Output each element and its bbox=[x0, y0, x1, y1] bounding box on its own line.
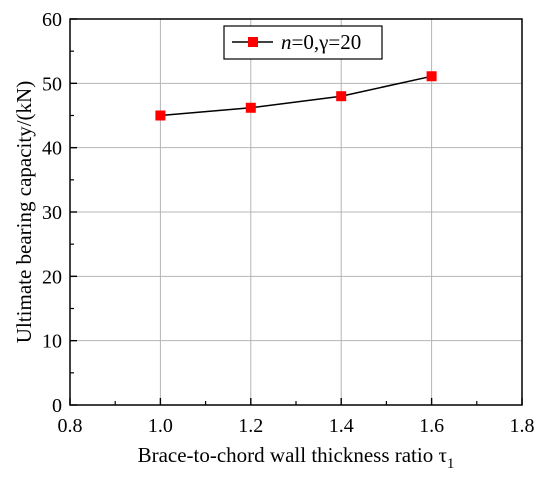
y-tick-label: 0 bbox=[52, 395, 62, 417]
x-tick-label: 1.0 bbox=[148, 415, 173, 437]
y-axis-label: Ultimate bearing capacity/(kN) bbox=[12, 81, 36, 343]
data-point-marker bbox=[245, 102, 256, 113]
legend-marker bbox=[248, 37, 258, 47]
y-tick-label: 40 bbox=[42, 138, 62, 160]
y-tick-label: 30 bbox=[42, 202, 62, 224]
x-axis-label-subscript: 1 bbox=[447, 456, 455, 472]
x-tick-label: 1.6 bbox=[419, 415, 444, 437]
legend: n=0,γ=20 bbox=[223, 25, 383, 60]
series-line bbox=[160, 75, 432, 117]
y-tick-label: 60 bbox=[42, 9, 62, 31]
x-tick-label: 0.8 bbox=[58, 415, 83, 437]
plot-frame bbox=[69, 18, 523, 406]
plot-area bbox=[69, 18, 523, 406]
y-tick-label: 20 bbox=[42, 266, 62, 288]
x-tick-labels: 0.8 1.0 1.2 1.4 1.6 1.8 bbox=[58, 415, 535, 437]
legend-entry-rest: =0,γ=20 bbox=[292, 30, 362, 54]
legend-entry-italic: n bbox=[281, 30, 292, 54]
axis-ticks bbox=[69, 18, 523, 406]
y-tick-label: 10 bbox=[42, 331, 62, 353]
data-point-marker bbox=[336, 91, 347, 102]
legend-entry: n=0,γ=20 bbox=[281, 30, 361, 54]
series-group bbox=[155, 71, 437, 121]
grid-lines bbox=[70, 19, 522, 405]
y-tick-label: 50 bbox=[42, 73, 62, 95]
data-point-marker bbox=[426, 71, 437, 82]
x-tick-label: 1.4 bbox=[329, 415, 354, 437]
x-axis-label: Brace-to-chord wall thickness ratio τ1 bbox=[138, 443, 455, 472]
x-axis-label-main: Brace-to-chord wall thickness ratio τ bbox=[138, 443, 447, 467]
x-tick-label: 1.8 bbox=[510, 415, 535, 437]
x-tick-label: 1.2 bbox=[238, 415, 263, 437]
data-point-marker bbox=[155, 110, 166, 121]
y-tick-labels: 0 10 20 30 40 50 60 bbox=[42, 9, 62, 417]
